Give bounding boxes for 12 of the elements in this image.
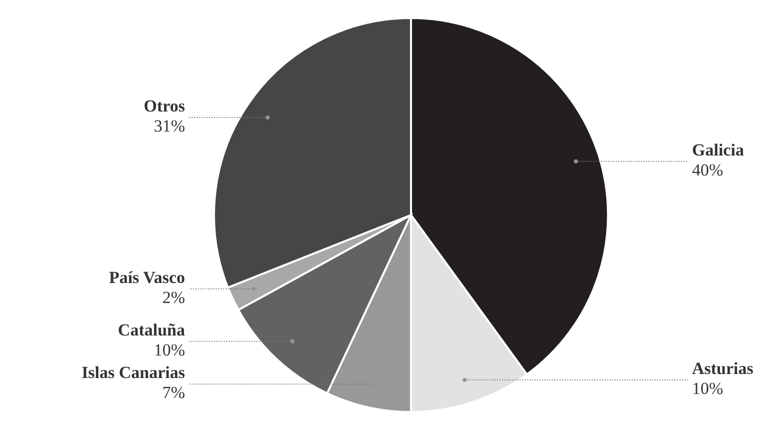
- slice-label: Cataluña: [118, 320, 186, 340]
- slice-label: Islas Canarias: [82, 363, 186, 382]
- data-label: 31%: [154, 116, 185, 136]
- slice-label: País Vasco: [108, 268, 185, 287]
- data-label: 10%: [154, 340, 185, 360]
- slice-label: Asturias: [692, 358, 754, 378]
- data-label: 10%: [692, 378, 724, 398]
- data-label: 7%: [162, 383, 185, 402]
- data-label: 40%: [692, 160, 724, 180]
- slice-label: Otros: [144, 96, 186, 116]
- data-label: 2%: [162, 288, 185, 307]
- slice-label: Galicia: [692, 140, 744, 160]
